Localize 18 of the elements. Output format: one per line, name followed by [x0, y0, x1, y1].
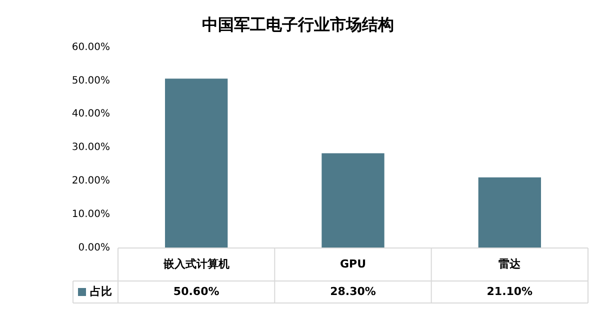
- y-tick-label: 60.00%: [72, 42, 110, 53]
- bar: [478, 177, 541, 248]
- bar: [165, 78, 228, 248]
- data-label: 50.60%: [173, 284, 220, 298]
- x-tick-label: GPU: [340, 257, 366, 270]
- data-label: 28.30%: [330, 284, 376, 298]
- data-label: 21.10%: [486, 284, 533, 298]
- y-tick-label: 20.00%: [72, 176, 110, 187]
- y-tick-label: 50.00%: [72, 75, 110, 86]
- legend-label: 占比: [90, 284, 112, 298]
- x-tick-label: 嵌入式计算机: [162, 257, 230, 270]
- y-tick-label: 30.00%: [72, 142, 110, 154]
- y-tick-label: 0.00%: [78, 242, 110, 254]
- bar: [322, 153, 384, 248]
- y-tick-label: 40.00%: [72, 108, 110, 120]
- y-tick-label: 10.00%: [72, 209, 110, 220]
- chart-title: 中国军工电子行业市场结构: [202, 14, 394, 34]
- x-tick-label: 雷达: [498, 257, 522, 270]
